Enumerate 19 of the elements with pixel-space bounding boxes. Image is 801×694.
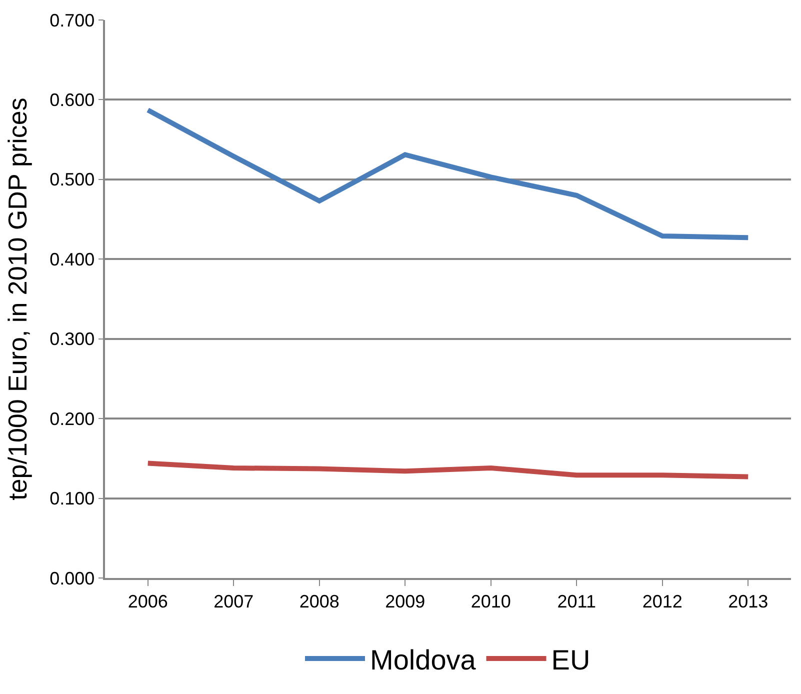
legend-label: EU [551,644,590,676]
legend-label: Moldova [370,644,476,676]
y-tick-label: 0.400 [50,249,95,270]
y-tick-label: 0.700 [50,10,95,30]
x-tick-label: 2008 [299,591,340,612]
y-tick-label: 0.100 [50,488,95,509]
x-tick-label: 2009 [385,591,426,612]
x-tick-label: 2011 [557,591,596,612]
y-tick-label: 0.200 [50,408,95,429]
x-tick-label: 2006 [128,591,168,612]
x-tick-label: 2013 [728,591,768,612]
y-tick-label: 0.600 [50,90,95,110]
x-tick-label: 2007 [214,591,254,612]
x-tick-label: 2012 [642,591,682,612]
x-tick-label: 2010 [470,591,511,612]
y-tick-label: 0.500 [50,170,95,190]
y-tick-label: 0.300 [50,329,95,350]
y-axis-title: tep/1000 Euro, in 2010 GDP prices [2,98,33,500]
y-tick-label: 0.000 [50,568,95,588]
